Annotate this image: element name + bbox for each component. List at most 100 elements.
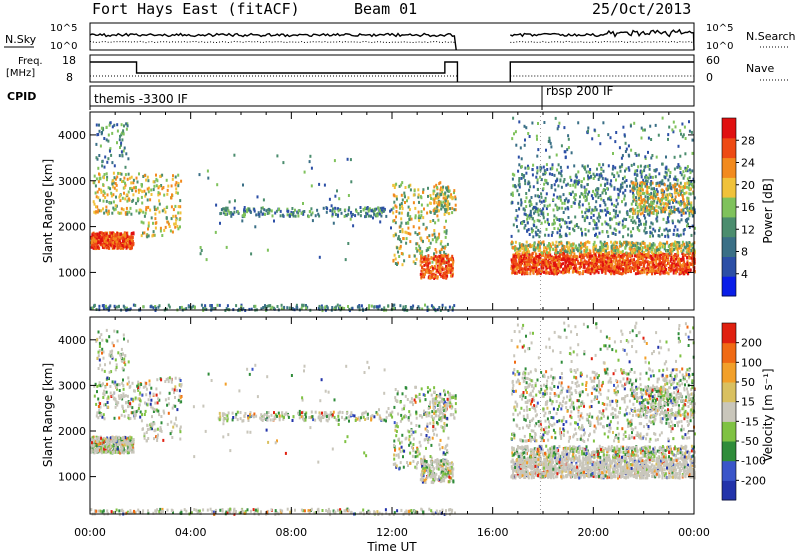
power-cell [596,192,599,196]
power-cell [654,252,657,256]
power-cell [596,167,598,171]
power-cell [348,307,351,311]
power-cell [677,258,680,262]
power-cell [638,247,641,251]
nsearch-trace [90,40,694,44]
power-cell [569,184,572,187]
power-cell [669,171,672,174]
power-cell [624,188,627,192]
power-cell [686,196,689,200]
power-cell [136,180,139,184]
power-cell [592,248,595,252]
power-cell [199,246,202,249]
power-cell [570,262,573,266]
power-cell [530,227,533,231]
power-cell [619,271,622,275]
power-cell [686,199,689,203]
power-cell [130,181,133,185]
power-cell [355,209,358,213]
power-cell [541,251,543,255]
power-cell [200,303,203,307]
power-cell [525,192,528,195]
power-cell [673,199,675,203]
power-cell [119,233,122,236]
power-cell [680,202,683,205]
power-cell [564,260,567,264]
power-cell [568,241,571,245]
power-cell [124,242,127,246]
power-cell [350,180,353,184]
power-cell [512,259,515,263]
power-cell [630,266,633,270]
power-cell [548,266,551,270]
power-cell [572,260,575,264]
power-cell [334,206,337,210]
power-cell [374,207,377,211]
power-cell [624,240,627,244]
power-cell [542,266,545,270]
power-cell [651,272,653,276]
power-cell [609,217,612,221]
power-cell [447,186,450,190]
power-cell [393,219,396,222]
power-cell [359,206,362,209]
power-cell [648,255,651,259]
power-cell [150,188,153,192]
power-cell [593,264,596,267]
power-cell [95,210,98,214]
power-cell [641,261,644,265]
power-cell [550,257,553,261]
power-cell [449,263,452,267]
power-cell [440,254,443,258]
power-cell [172,174,174,178]
power-cell [623,194,626,198]
power-cell [563,178,566,181]
power-cell [633,211,636,215]
power-cell [290,212,293,216]
power-cell [681,193,684,197]
power-cell [616,248,619,252]
power-cell [157,305,160,309]
power-cell [95,195,98,199]
power-cell [559,262,562,266]
power-cell [615,209,618,213]
power-cell [436,260,439,264]
power-cell [623,259,626,263]
power-cell [179,199,182,203]
power-cell [604,268,607,272]
power-cell [442,196,445,200]
power-cell [688,225,691,229]
power-cell [663,260,666,264]
power-cell [253,207,256,211]
power-cell [672,264,675,268]
power-cell [560,234,563,238]
power-cell [584,253,586,256]
power-cell [527,267,530,271]
power-cell [445,231,448,235]
power-cell [422,190,424,194]
power-cell [536,218,539,222]
power-cell [530,258,533,262]
power-cell [378,304,381,308]
power-cell [439,271,442,275]
power-cell [400,221,403,225]
power-cell [595,173,598,177]
power-cell [633,247,636,251]
power-cell [564,256,567,260]
power-cell [676,178,679,182]
power-cell [568,270,571,274]
power-cell [331,306,334,309]
power-cell [653,269,656,273]
power-cell [560,270,563,274]
power-cell [578,200,581,204]
power-cell [686,261,689,265]
power-cell [556,267,559,271]
power-cell [636,226,639,229]
power-cell [97,208,100,212]
power-cell [629,208,631,212]
power-cell [668,184,671,188]
power-cell [559,255,561,259]
power-cell [129,307,132,311]
power-cell [98,209,101,213]
power-cell [94,246,97,250]
